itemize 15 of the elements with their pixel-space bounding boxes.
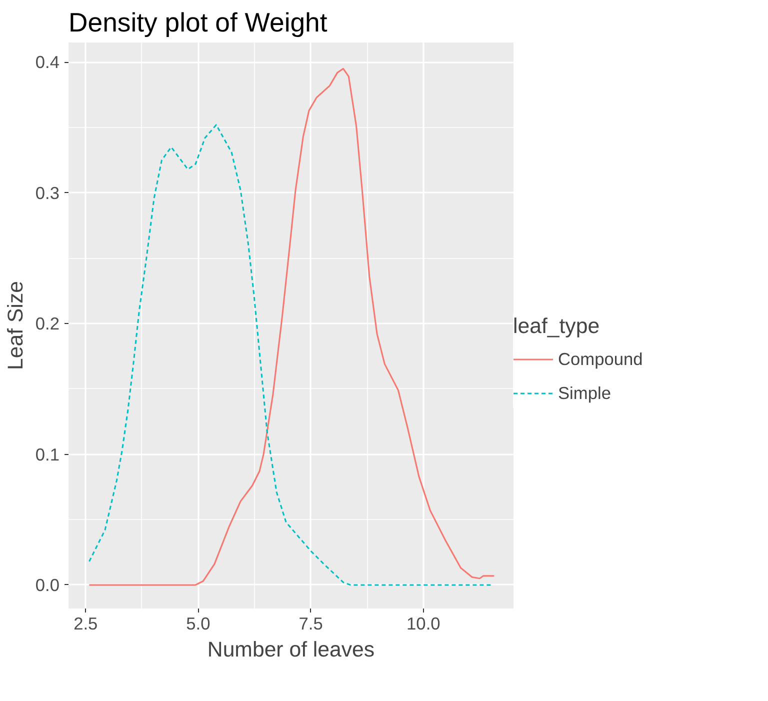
legend-title: leaf_type bbox=[513, 314, 601, 339]
y-tick-label: 0.2 bbox=[35, 314, 60, 334]
x-tick-label: 10.0 bbox=[406, 614, 440, 634]
y-tick-label: 0.3 bbox=[35, 182, 60, 203]
x-tick-label: 2.5 bbox=[74, 614, 98, 634]
y-tick-label: 0.0 bbox=[35, 574, 60, 595]
y-tick-label: 0.4 bbox=[35, 52, 60, 72]
legend-label: Compound bbox=[558, 348, 643, 370]
x-tick-label: 5.0 bbox=[186, 614, 210, 634]
chart-title: Density plot of Weight bbox=[68, 8, 328, 38]
legend-label: Simple bbox=[558, 382, 611, 404]
y-axis-title: Leaf Size bbox=[3, 281, 28, 370]
y-tick-label: 0.1 bbox=[35, 444, 60, 464]
x-tick-label: 7.5 bbox=[298, 614, 323, 634]
x-axis-title: Number of leaves bbox=[207, 638, 375, 662]
